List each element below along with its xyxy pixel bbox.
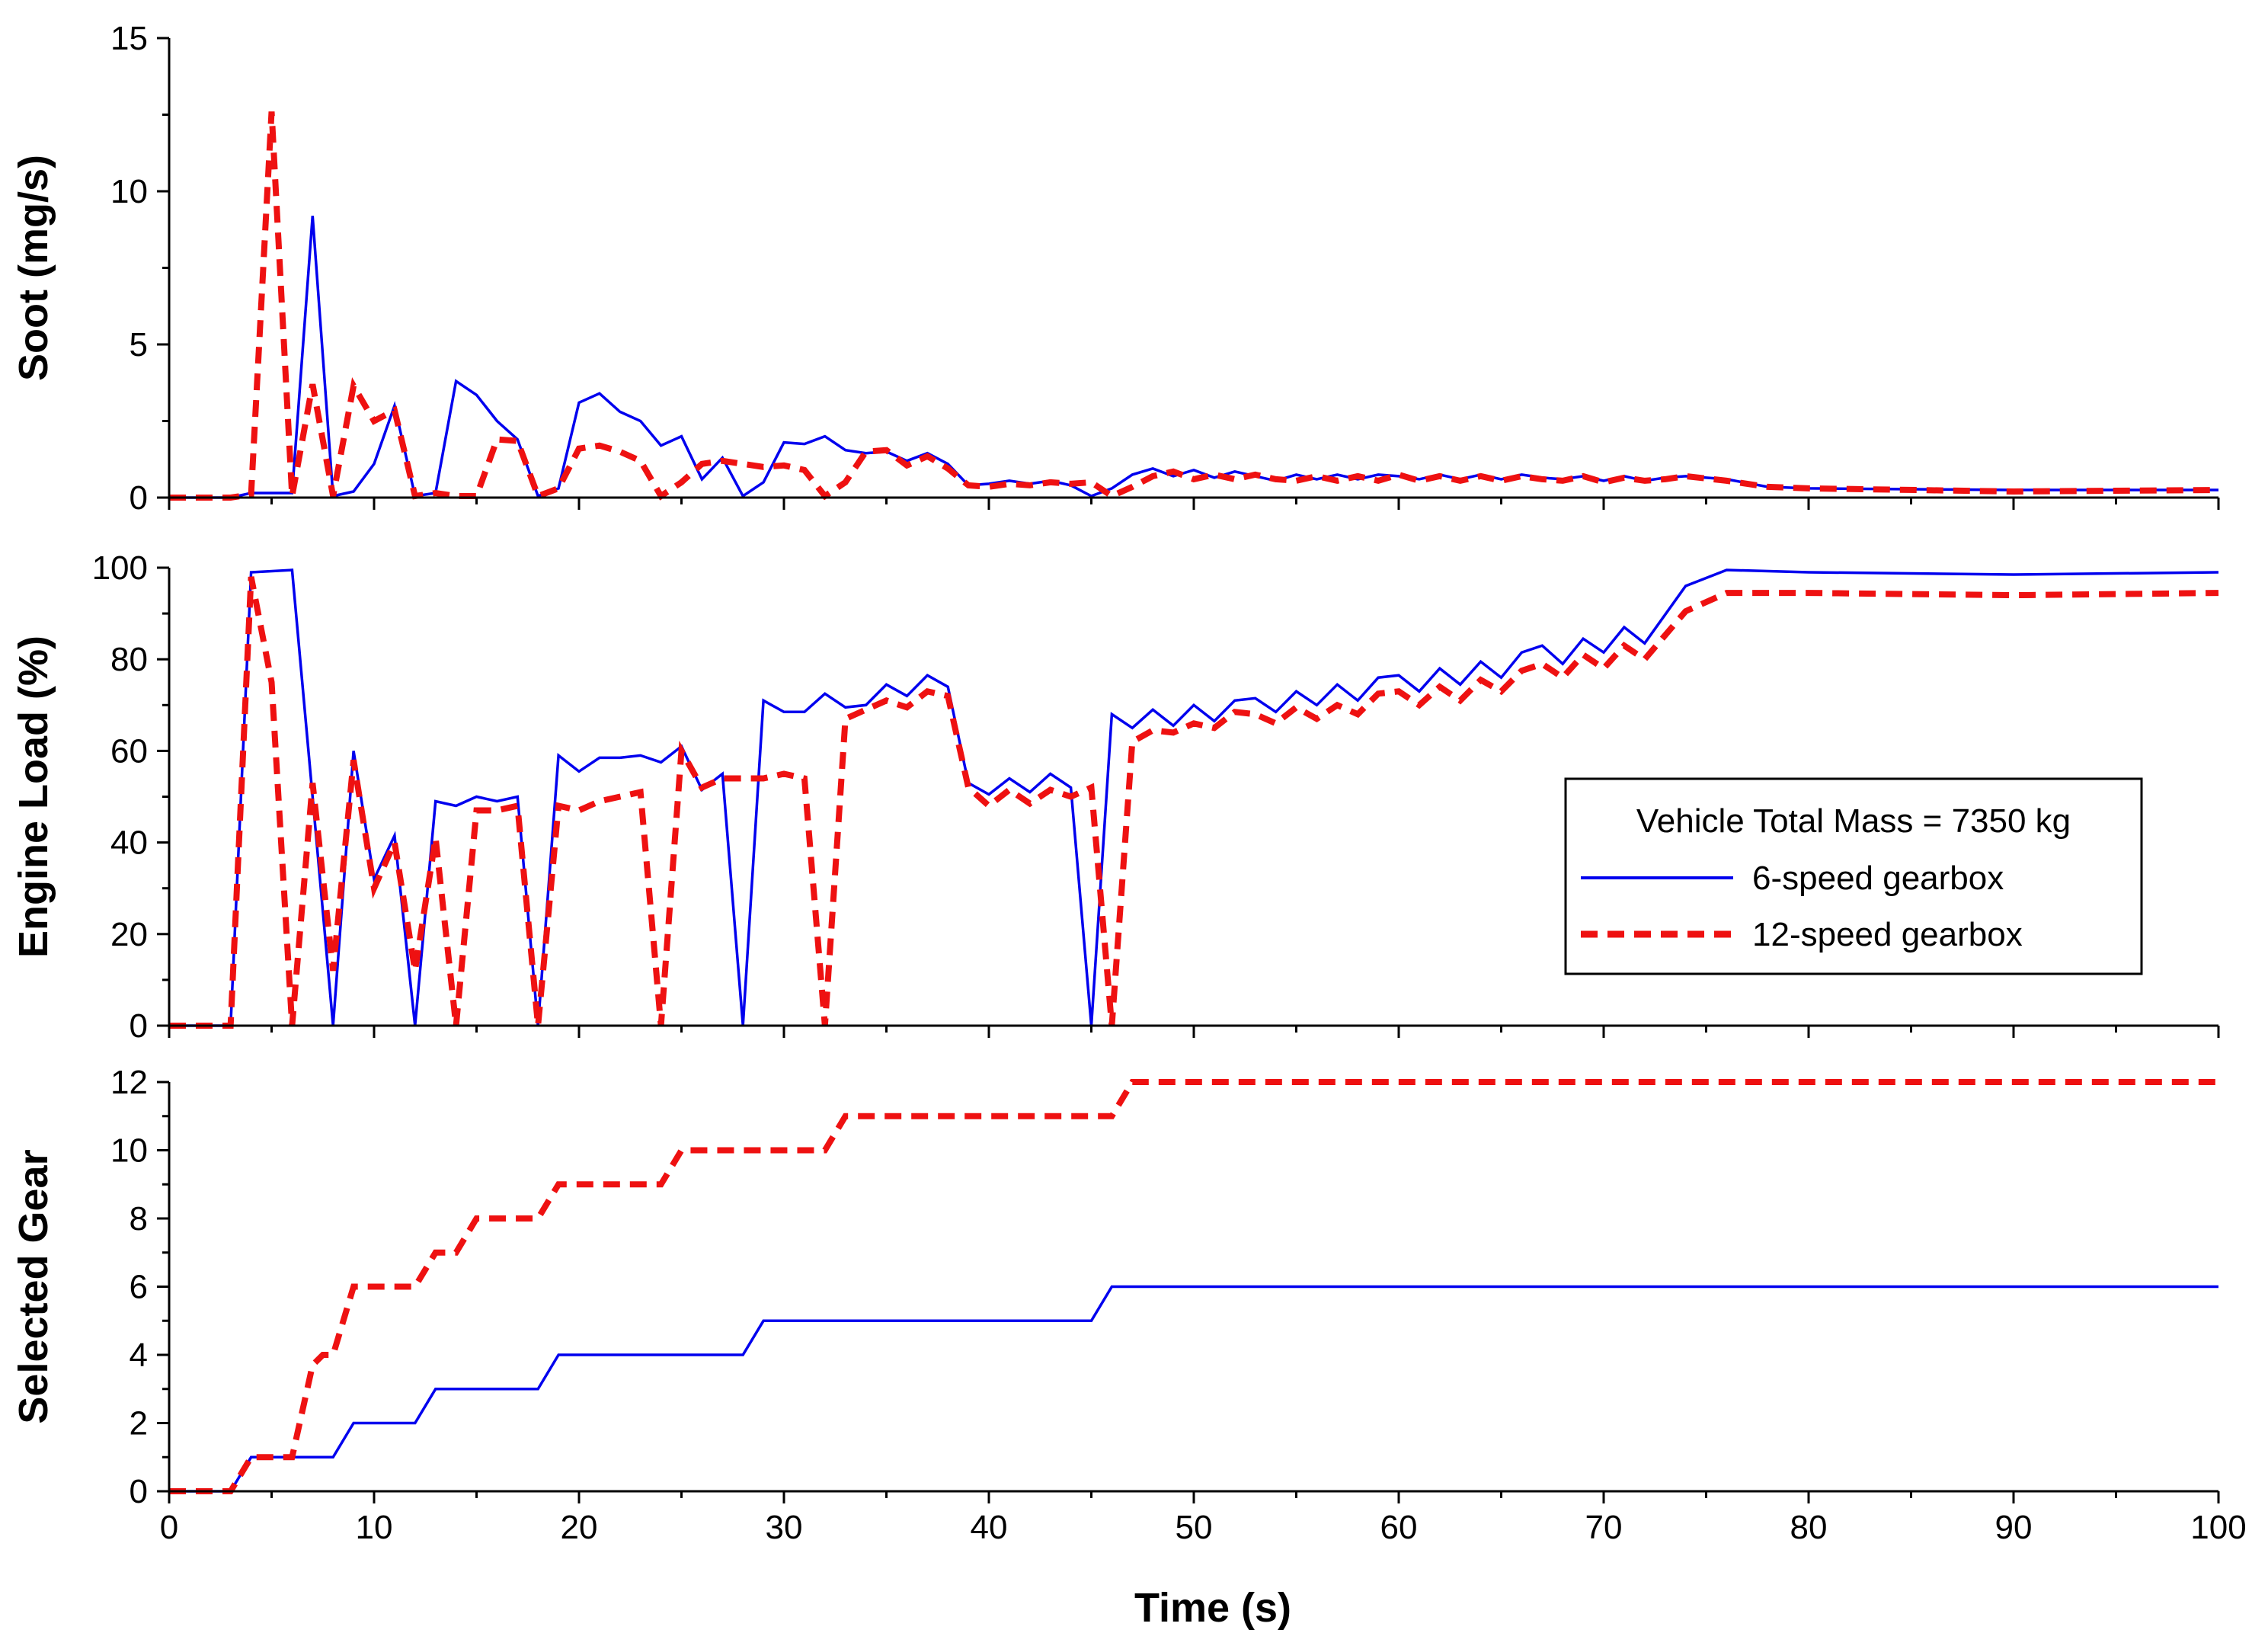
legend-title: Vehicle Total Mass = 7350 kg bbox=[1636, 802, 2071, 840]
legend-label-12-speed: 12-speed gearbox bbox=[1752, 916, 2023, 953]
y-tick-label-gear: 12 bbox=[110, 1064, 148, 1101]
y-axis-title-load: Engine Load (%) bbox=[11, 636, 56, 958]
x-tick-label: 100 bbox=[2190, 1509, 2246, 1546]
x-tick-label: 80 bbox=[1790, 1509, 1828, 1546]
y-tick-label-gear: 4 bbox=[130, 1337, 148, 1374]
x-tick-label: 90 bbox=[1995, 1509, 2033, 1546]
y-tick-label-soot: 5 bbox=[130, 326, 148, 363]
x-tick-label: 60 bbox=[1380, 1509, 1418, 1546]
y-axis-title-gear: Selected Gear bbox=[11, 1149, 56, 1423]
x-tick-label: 10 bbox=[356, 1509, 393, 1546]
y-tick-label-load: 60 bbox=[110, 732, 148, 770]
y-tick-label-soot: 10 bbox=[110, 173, 148, 210]
y-axis-title-soot: Soot (mg/s) bbox=[11, 155, 56, 381]
x-tick-label: 30 bbox=[766, 1509, 803, 1546]
y-tick-label-load: 100 bbox=[92, 549, 148, 587]
x-tick-label: 70 bbox=[1585, 1509, 1623, 1546]
y-tick-label-gear: 2 bbox=[130, 1405, 148, 1442]
panel-load: 0 20 40 60 80 100 Engine Load (%) bbox=[11, 549, 2220, 1045]
series-line-soot-12-speed bbox=[169, 111, 2219, 501]
series-line-load-6-speed bbox=[169, 568, 2219, 1027]
y-tick-label-gear: 0 bbox=[130, 1473, 148, 1510]
x-tick-label: 0 bbox=[160, 1509, 178, 1546]
y-tick-label-gear: 6 bbox=[130, 1269, 148, 1306]
x-tick-label: 40 bbox=[971, 1509, 1008, 1546]
legend: Vehicle Total Mass = 7350 kg 6-speed gea… bbox=[1564, 777, 2143, 975]
panel-soot: 0 5 10 15 Soot (mg/s) bbox=[11, 20, 2220, 517]
y-tick-label-load: 80 bbox=[110, 641, 148, 678]
panel-gear: 0 2 4 6 8 10 12 0 10 20 30 40 50 60 70 80 90 100 Selected … bbox=[11, 1064, 2247, 1546]
x-axis-title: Time (s) bbox=[1134, 1585, 1291, 1631]
x-tick-label: 50 bbox=[1176, 1509, 1213, 1546]
x-tick-label: 20 bbox=[561, 1509, 598, 1546]
y-tick-label-load: 40 bbox=[110, 824, 148, 862]
y-tick-label-soot: 15 bbox=[110, 20, 148, 57]
legend-label-6-speed: 6-speed gearbox bbox=[1752, 860, 2004, 897]
y-tick-label-load: 0 bbox=[130, 1007, 148, 1045]
y-tick-label-soot: 0 bbox=[130, 479, 148, 517]
series-line-gear-12-speed bbox=[169, 1079, 2218, 1494]
series-line-load-12-speed bbox=[169, 576, 2219, 1029]
y-tick-label-gear: 10 bbox=[110, 1132, 148, 1170]
y-tick-label-gear: 8 bbox=[130, 1200, 148, 1238]
series-line-soot-6-speed bbox=[169, 216, 2218, 499]
y-tick-label-load: 20 bbox=[110, 916, 148, 953]
